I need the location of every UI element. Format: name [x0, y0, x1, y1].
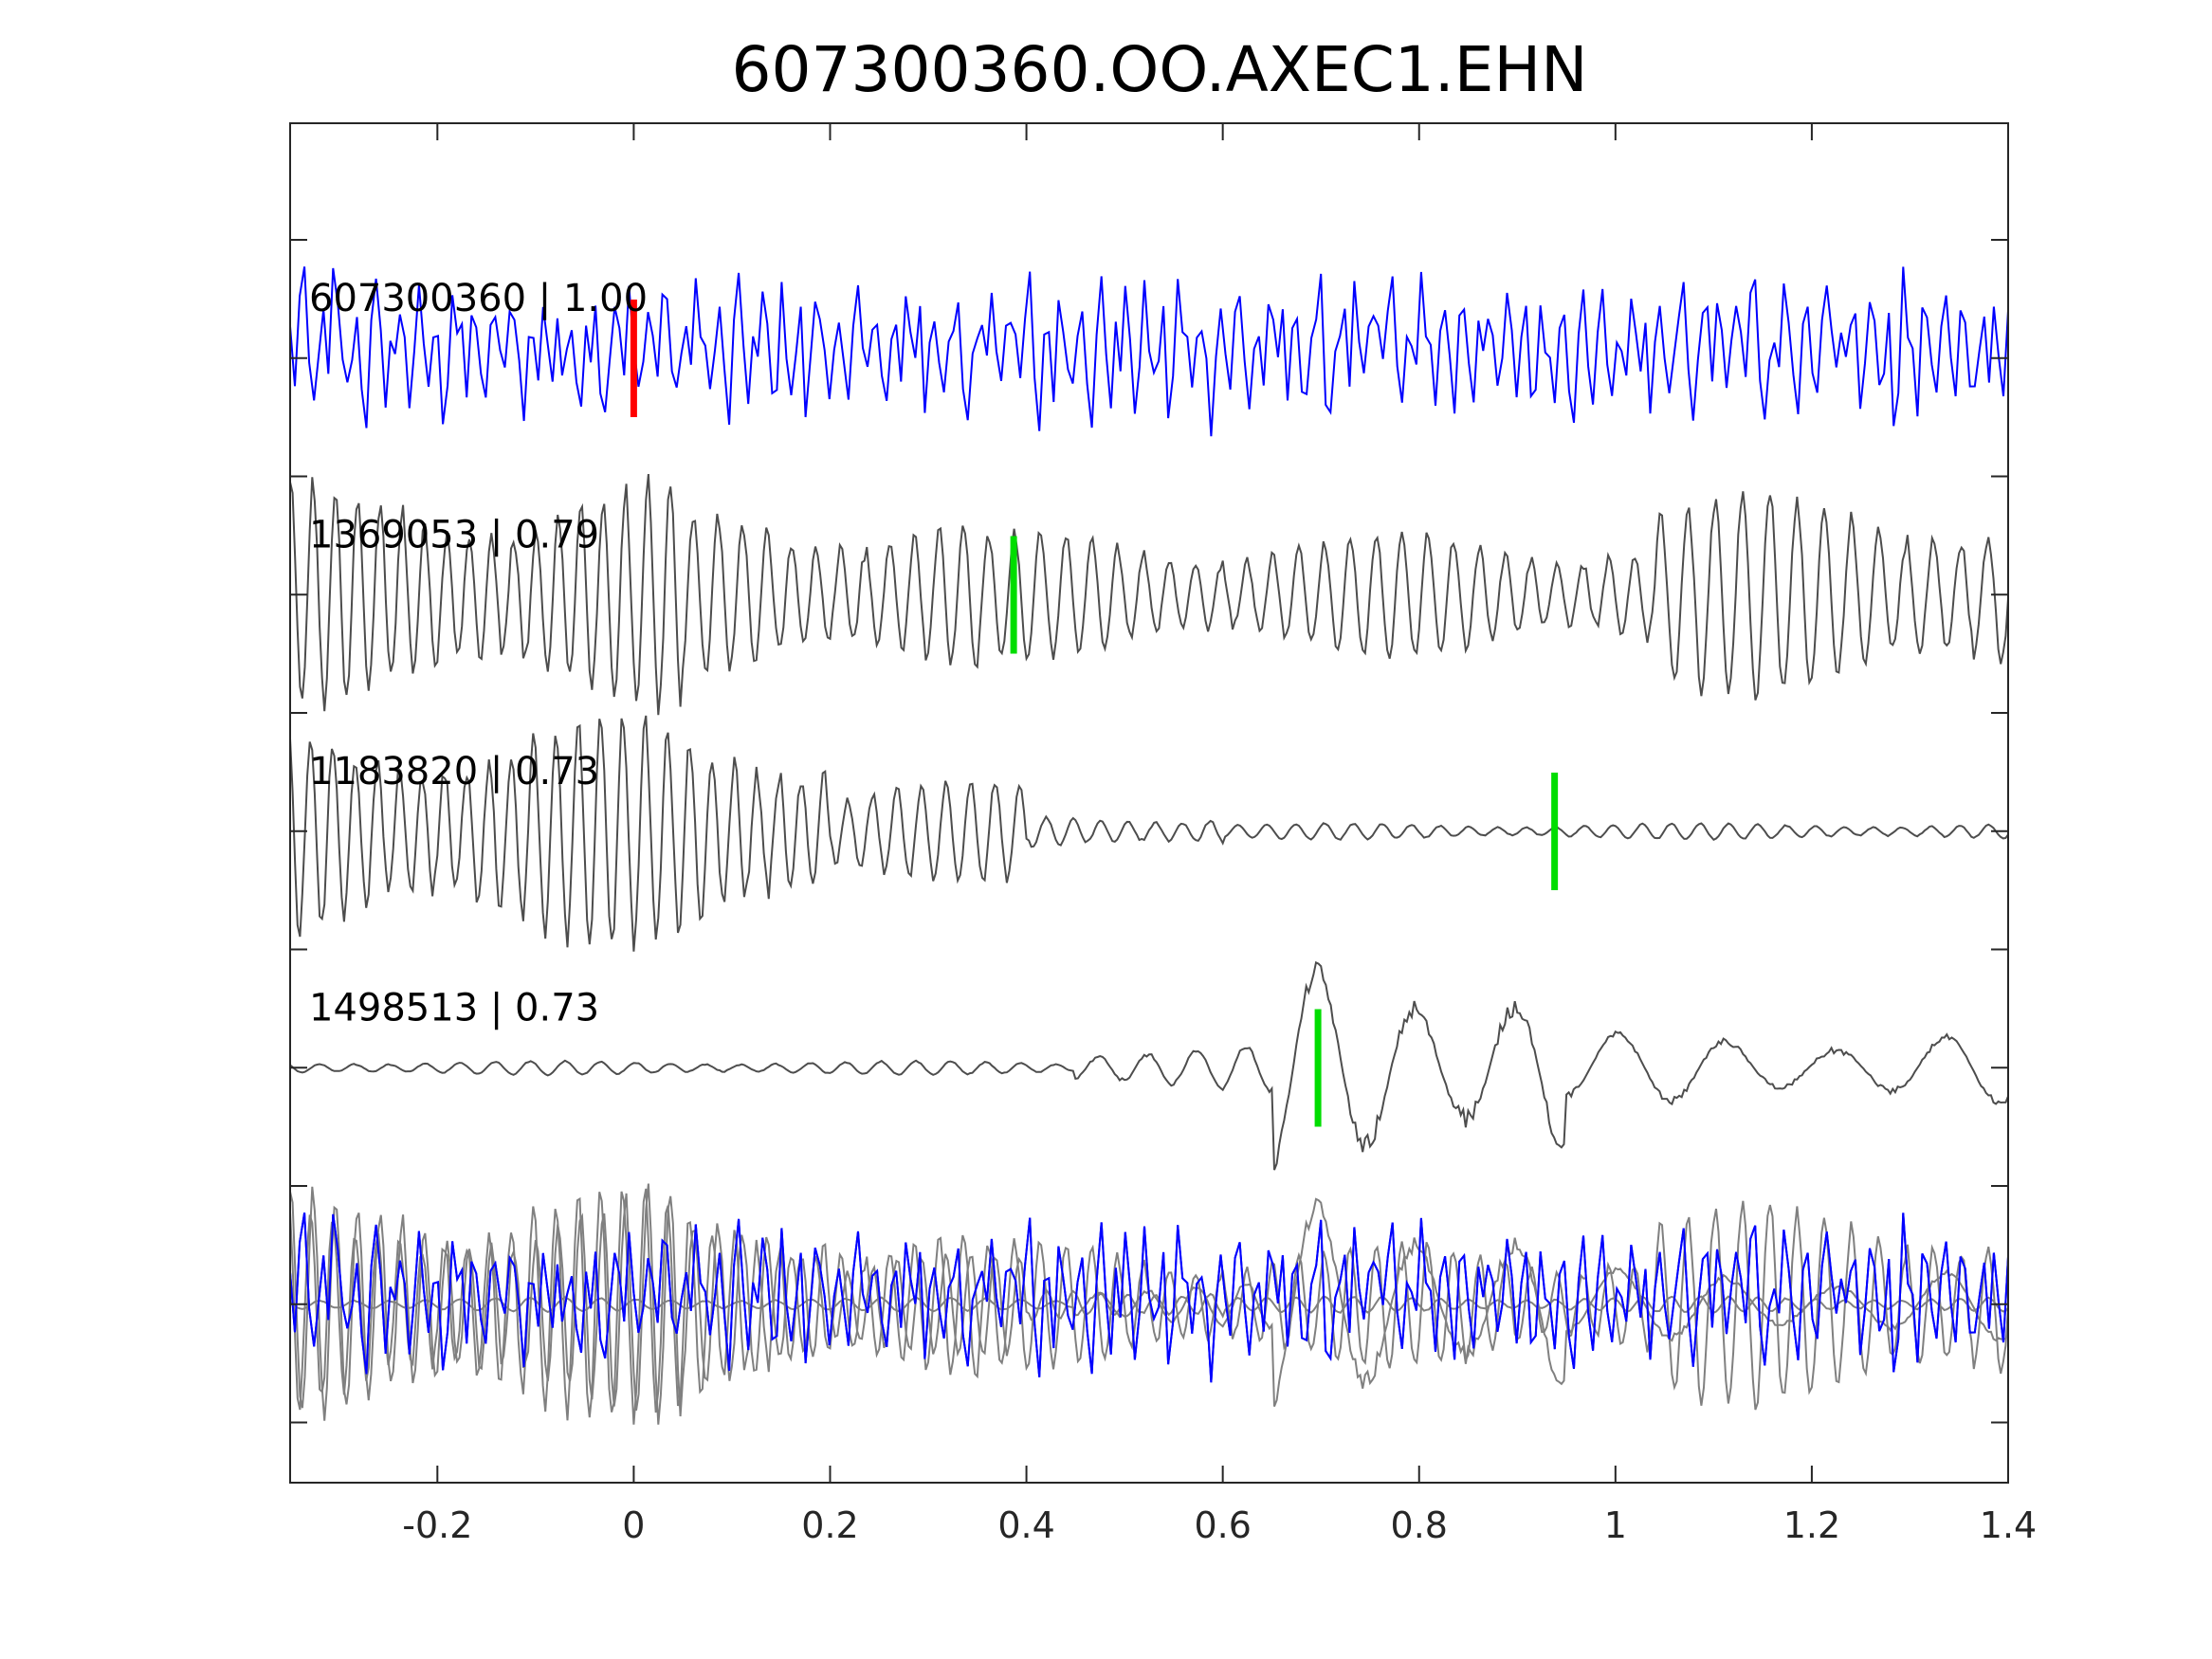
trace-label-1369053: 1369053 | 0.79: [309, 514, 599, 557]
trace-label-607300360: 607300360 | 1.00: [309, 277, 648, 320]
x-tick-label: 0.8: [1391, 1504, 1448, 1546]
x-tick-label: 0.4: [997, 1504, 1054, 1546]
x-tick-label: -0.2: [402, 1504, 472, 1546]
overlay-reference-trace: [289, 1212, 2009, 1383]
trace-1183820-line: [289, 715, 2009, 952]
x-ticks-layer: -0.2 0 0.2 0.4 0.6 0.8 1 1.2 1.4: [402, 123, 2037, 1546]
x-tick-label: 0.6: [1194, 1504, 1251, 1546]
x-tick-label: 1: [1604, 1504, 1627, 1546]
y-ticks-layer: [290, 239, 2008, 1424]
x-tick-label: 0.2: [801, 1504, 858, 1546]
trace-607300360-line: [289, 266, 2009, 437]
trace-label-1498513: 1498513 | 0.73: [309, 987, 599, 1030]
trace-label-1183820: 1183820 | 0.73: [309, 750, 599, 793]
trace-1369053-line: [289, 474, 2009, 716]
overlay-trace-1183820: [289, 1188, 2009, 1425]
trace-1498513-line: [289, 960, 2009, 1171]
chart-title: 607300360.OO.AXEC1.EHN: [732, 33, 1588, 106]
x-tick-label: 0: [622, 1504, 645, 1546]
traces-layer: [289, 266, 2009, 1425]
x-tick-label: 1.4: [1980, 1504, 2037, 1546]
axes-box: [289, 122, 2009, 1484]
x-tick-label: 1.2: [1783, 1504, 1840, 1546]
picks-layer: [630, 300, 1559, 1127]
trace-labels-layer: 607300360 | 1.00 1369053 | 0.79 1183820 | …: [309, 277, 648, 1030]
